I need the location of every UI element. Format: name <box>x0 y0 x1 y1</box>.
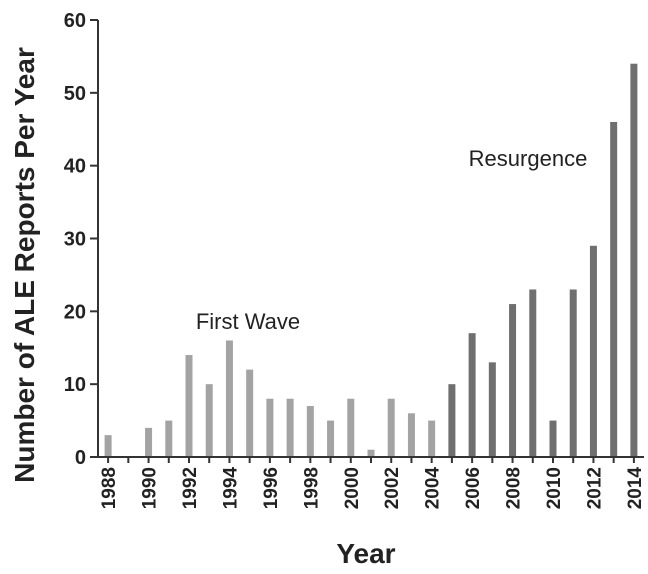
bar-2013 <box>610 121 618 457</box>
y-axis-title: Number of ALE Reports Per Year <box>9 47 40 483</box>
bar-2007 <box>488 362 496 457</box>
x-tick-label: 2012 <box>584 467 605 509</box>
annotation-first-wave: First Wave <box>196 309 300 334</box>
x-tick-label: 2000 <box>342 467 363 509</box>
x-tick-label: 1996 <box>261 467 282 509</box>
bar-1996 <box>266 398 274 457</box>
bar-1995 <box>246 369 254 457</box>
x-tick-label: 2008 <box>504 467 525 509</box>
bar-1994 <box>225 340 233 457</box>
x-tick-label: 2010 <box>544 467 565 509</box>
y-tick-label: 0 <box>75 447 86 469</box>
y-tick-label: 30 <box>64 229 86 251</box>
bars-group <box>104 63 638 457</box>
x-tick-label: 2002 <box>382 467 403 509</box>
bar-2001 <box>367 449 375 457</box>
y-tick-label: 60 <box>64 10 86 32</box>
y-ticks-group: 0 10 20 30 40 50 60 <box>64 10 98 469</box>
bar-2009 <box>529 289 537 457</box>
bar-1999 <box>327 420 335 457</box>
bar-1993 <box>205 384 213 457</box>
y-tick-label: 20 <box>64 301 86 323</box>
y-tick-label: 40 <box>64 156 86 178</box>
x-tick-label: 1988 <box>99 467 120 509</box>
bar-2005 <box>448 384 456 457</box>
x-tick-label: 1992 <box>180 467 201 509</box>
y-tick-label: 50 <box>64 83 86 105</box>
bar-2006 <box>468 333 476 457</box>
x-ticks-group: 1988 1990 1992 1994 1996 1998 2000 2002 2004 2006… <box>99 457 646 509</box>
bar-2002 <box>387 398 395 457</box>
bar-1998 <box>306 406 314 457</box>
y-tick-label: 10 <box>64 374 86 396</box>
bar-2004 <box>428 420 436 457</box>
bar-2008 <box>509 304 517 457</box>
bar-2010 <box>549 420 557 457</box>
bar-2012 <box>589 245 597 457</box>
x-tick-label: 2006 <box>463 467 484 509</box>
bar-1997 <box>286 398 294 457</box>
annotation-resurgence: Resurgence <box>469 146 588 171</box>
bar-2011 <box>569 289 577 457</box>
bar-2003 <box>407 413 415 457</box>
bar-2014 <box>630 63 638 457</box>
x-tick-label: 1994 <box>220 467 241 510</box>
axes-group <box>97 20 644 458</box>
bar-2000 <box>347 398 355 457</box>
x-axis-title: Year <box>336 538 395 569</box>
bar-1992 <box>185 355 193 457</box>
bar-1990 <box>145 427 153 457</box>
x-tick-label: 2014 <box>625 467 646 510</box>
bar-1988 <box>104 435 112 457</box>
x-tick-label: 2004 <box>423 467 444 510</box>
bar-1991 <box>165 420 173 457</box>
x-tick-label: 1998 <box>301 467 322 509</box>
x-tick-label: 1990 <box>140 467 161 509</box>
